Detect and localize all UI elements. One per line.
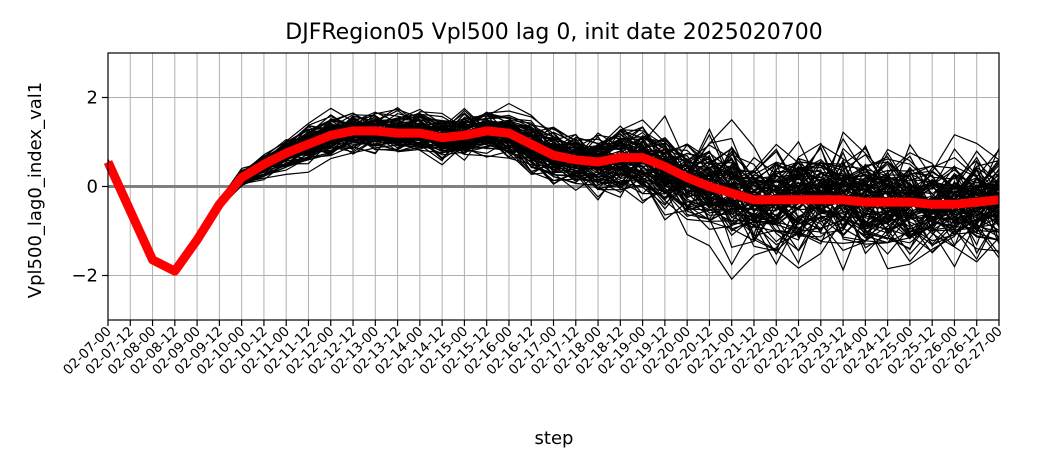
chart-title: DJFRegion05 Vpl500 lag 0, init date 2025… bbox=[285, 20, 822, 45]
ensemble-member-line bbox=[107, 125, 1000, 273]
x-axis-ticks: 02-07-0002-07-1202-08-0002-08-1202-09-00… bbox=[60, 320, 1006, 378]
x-axis-label: step bbox=[535, 428, 574, 449]
ensemble-mean-line bbox=[103, 126, 1000, 276]
y-tick-label: 0 bbox=[87, 177, 98, 198]
y-axis-label: Vpl500_lag0_index_val1 bbox=[25, 82, 46, 298]
y-axis-ticks: −2 0 2 bbox=[71, 88, 108, 287]
y-tick-label: −2 bbox=[71, 266, 98, 287]
y-tick-label: 2 bbox=[87, 88, 98, 109]
